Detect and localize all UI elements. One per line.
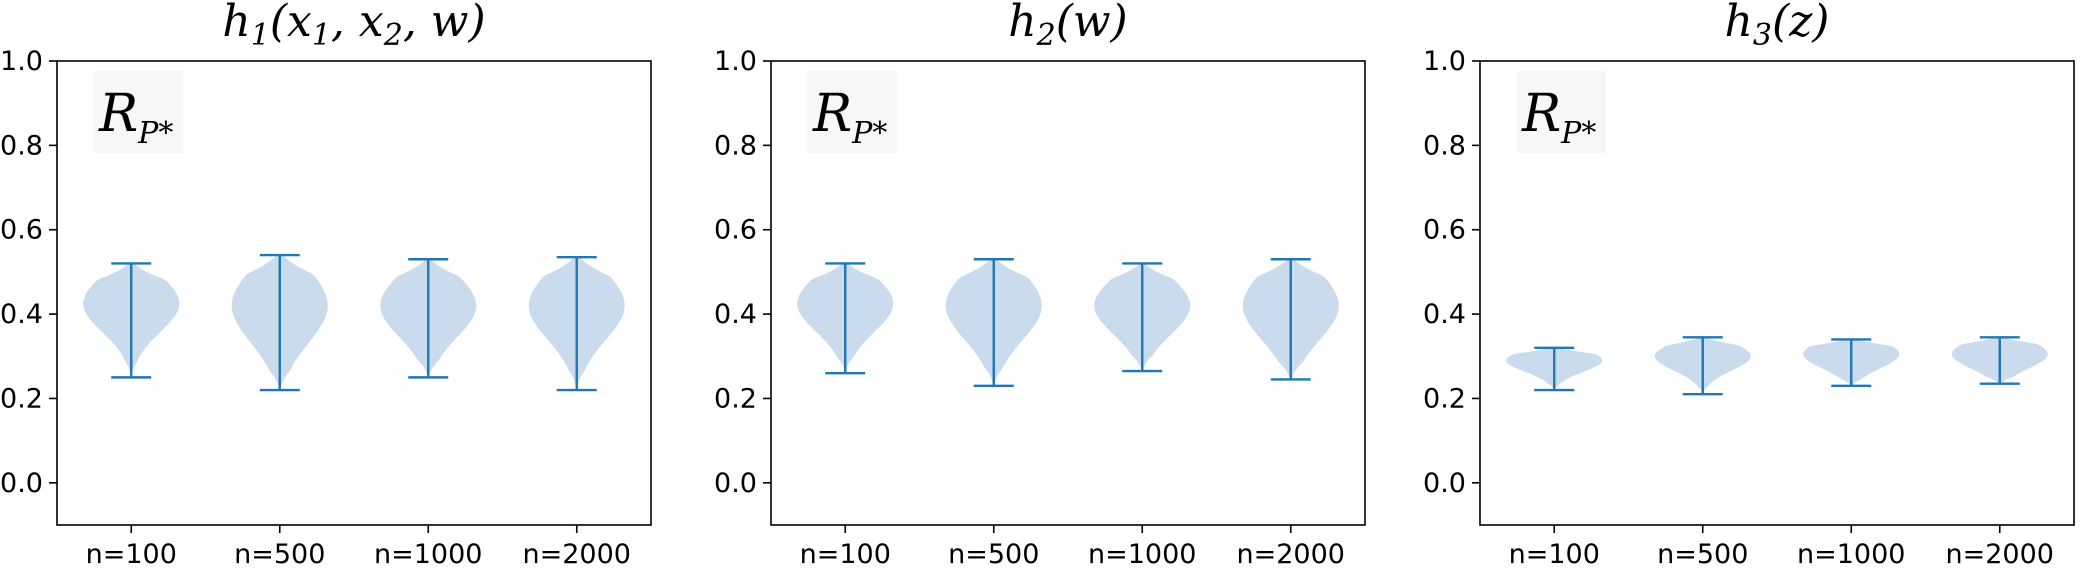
y-tick-label-3-1: 0.2: [1423, 383, 1466, 414]
x-tick-label-3-1: n=500: [1657, 539, 1748, 570]
y-tick-label-1-2: 0.4: [0, 299, 43, 330]
annotation-box-1: [93, 71, 183, 153]
y-tick-label-3-0: 0.0: [1423, 468, 1466, 499]
plot-frame-3: [1479, 60, 2075, 526]
y-tick-label-2-3: 0.6: [714, 215, 757, 246]
x-tick-label-3-0: n=100: [1509, 539, 1600, 570]
y-tick-label-3-4: 0.8: [1423, 130, 1466, 161]
annotation-box-2: [807, 71, 897, 153]
x-tick-label-1-2: n=1000: [374, 539, 482, 570]
annotation-label-1: RP*: [98, 84, 173, 151]
x-tick-label-3-2: n=1000: [1797, 539, 1905, 570]
x-tick-label-2-2: n=1000: [1088, 539, 1196, 570]
y-tick-label-3-2: 0.4: [1423, 299, 1466, 330]
x-tick-label-1-1: n=500: [234, 539, 325, 570]
y-tick-label-1-1: 0.2: [0, 383, 43, 414]
x-tick-label-2-0: n=100: [800, 539, 891, 570]
y-tick-label-1-0: 0.0: [0, 468, 43, 499]
y-tick-label-3-3: 0.6: [1423, 215, 1466, 246]
annotation-label-2: RP*: [812, 84, 887, 151]
panel-title-2: h2(w): [1008, 0, 1127, 53]
y-tick-label-1-4: 0.8: [0, 130, 43, 161]
y-tick-label-2-2: 0.4: [714, 299, 757, 330]
y-tick-label-2-1: 0.2: [714, 383, 757, 414]
y-tick-label-3-5: 1.0: [1423, 46, 1466, 77]
y-tick-label-2-4: 0.8: [714, 130, 757, 161]
plot-frame-1: [56, 60, 652, 526]
panel-title-3: h3(z): [1725, 0, 1830, 53]
y-tick-label-2-0: 0.0: [714, 468, 757, 499]
panel-title-1: h1(x1, x2, w): [222, 0, 485, 53]
x-tick-label-1-3: n=2000: [523, 539, 631, 570]
y-tick-label-2-5: 1.0: [714, 46, 757, 77]
x-tick-label-2-3: n=2000: [1237, 539, 1345, 570]
y-tick-label-1-5: 1.0: [0, 46, 43, 77]
y-tick-label-1-3: 0.6: [0, 215, 43, 246]
x-tick-label-3-3: n=2000: [1946, 539, 2054, 570]
annotation-box-3: [1516, 71, 1606, 153]
x-tick-label-1-0: n=100: [86, 539, 177, 570]
annotation-label-3: RP*: [1521, 84, 1596, 151]
x-tick-label-2-1: n=500: [948, 539, 1039, 570]
plot-frame-2: [770, 60, 1366, 526]
